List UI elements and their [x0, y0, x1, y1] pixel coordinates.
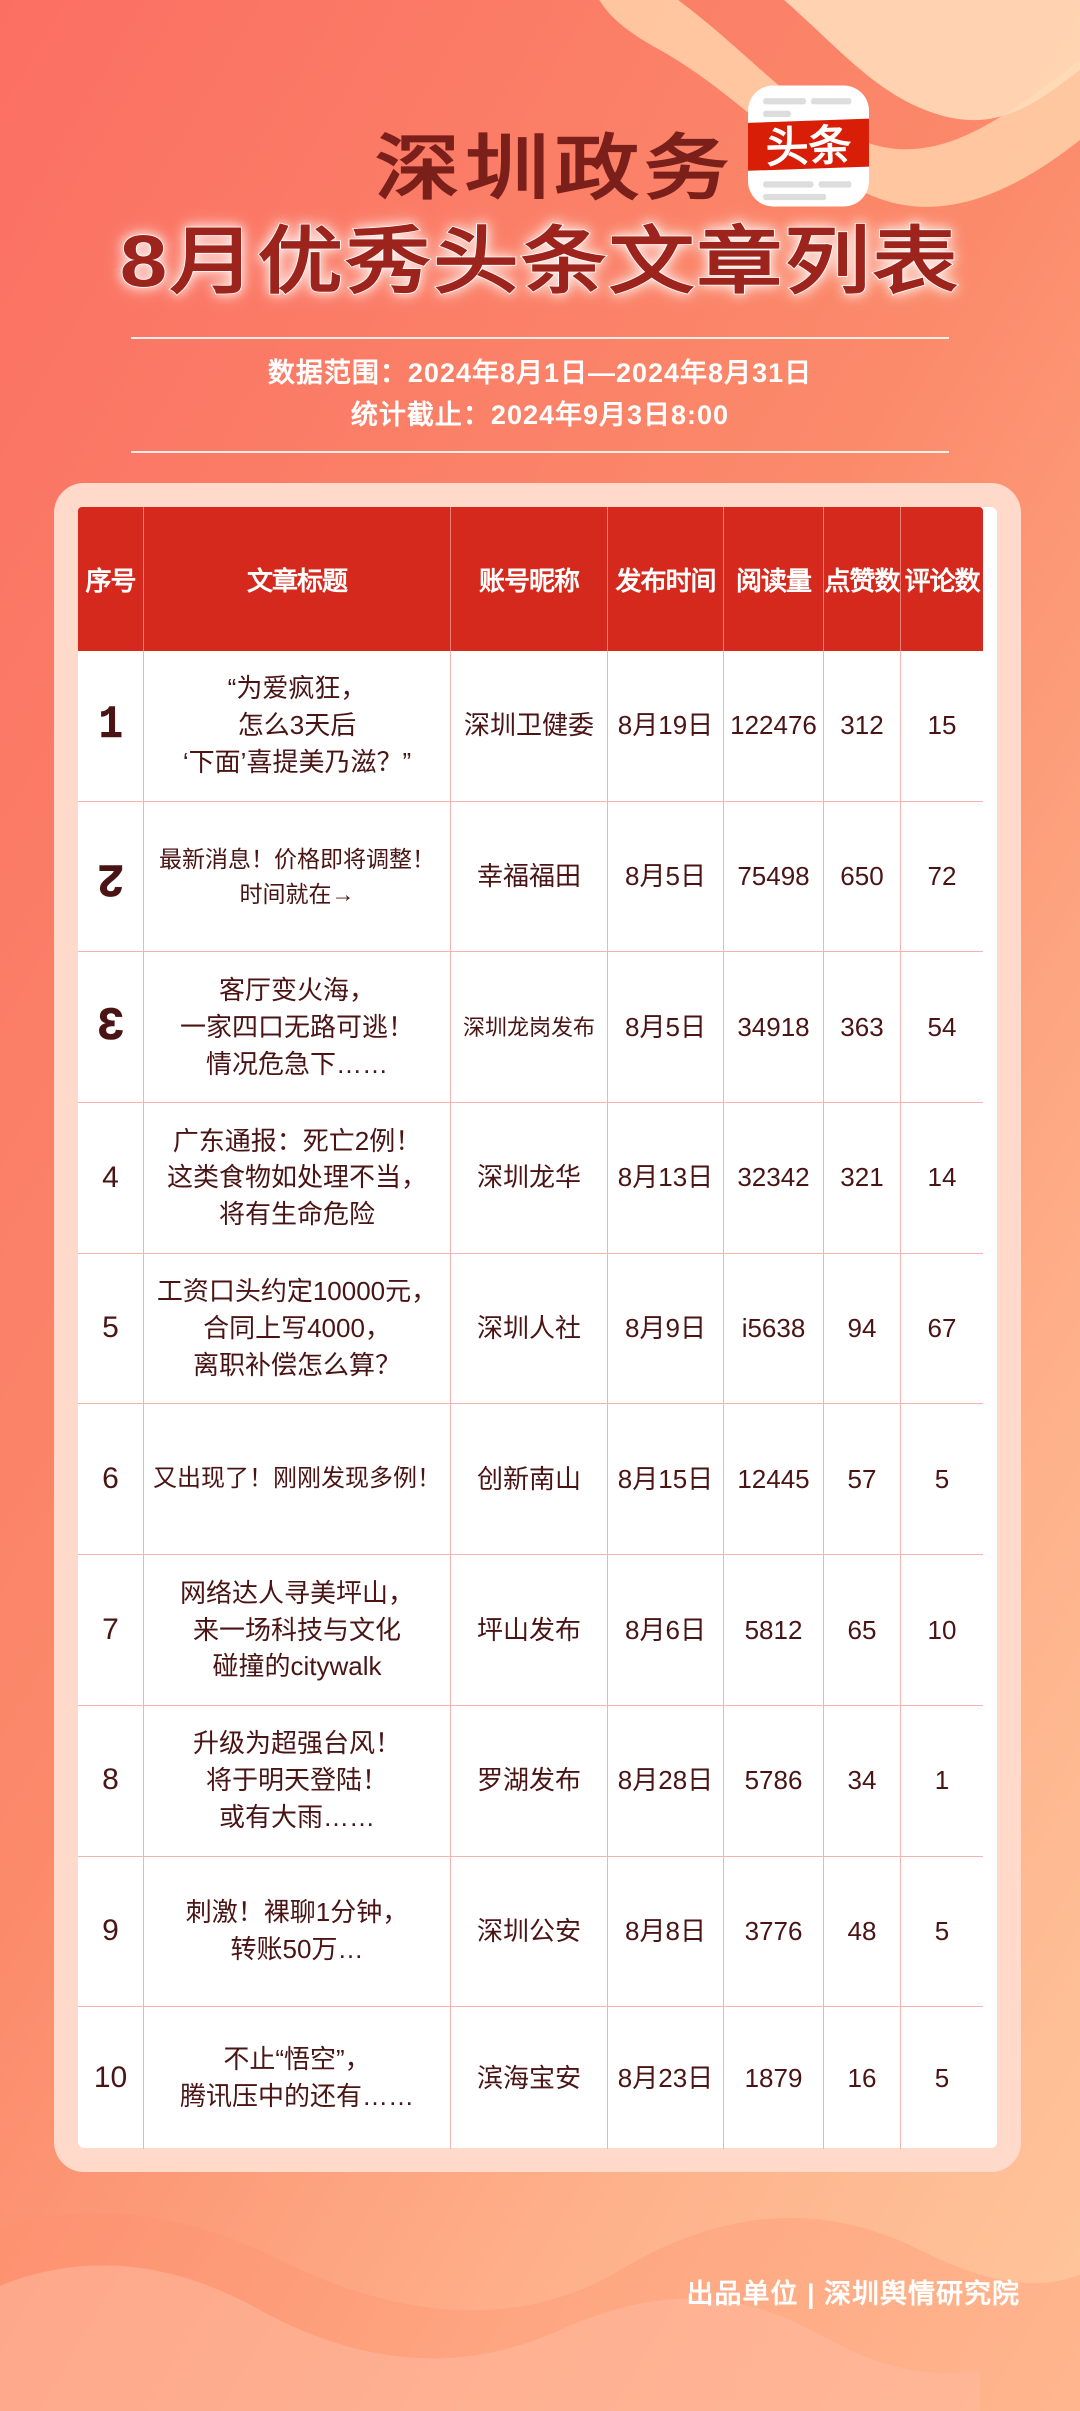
svg-text:头条: 头条	[765, 122, 852, 173]
